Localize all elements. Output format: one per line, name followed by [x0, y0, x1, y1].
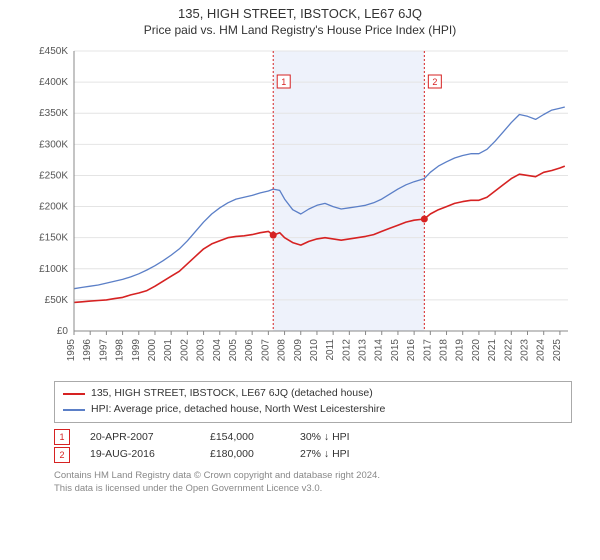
svg-text:2015: 2015 [390, 339, 401, 362]
svg-text:2006: 2006 [244, 339, 255, 362]
svg-text:£450K: £450K [39, 46, 68, 57]
svg-text:2001: 2001 [163, 339, 174, 362]
price-chart: £0 £50K £100K £150K £200K £250K £300K £350K £400… [20, 43, 580, 373]
svg-text:2017: 2017 [422, 339, 433, 362]
sale-date: 20-APR-2007 [90, 429, 190, 447]
sale-price: £154,000 [210, 429, 280, 447]
sale-diff: 27% ↓ HPI [300, 446, 380, 464]
sale-diff: 30% ↓ HPI [300, 429, 380, 447]
svg-text:2024: 2024 [536, 339, 547, 362]
chart-subtitle: Price paid vs. HM Land Registry's House … [0, 23, 600, 37]
svg-text:1: 1 [281, 77, 286, 87]
svg-text:£0: £0 [57, 326, 69, 337]
svg-text:2016: 2016 [406, 339, 417, 362]
svg-text:2014: 2014 [374, 339, 385, 362]
svg-text:2012: 2012 [341, 339, 352, 362]
legend-item-hpi: HPI: Average price, detached house, Nort… [63, 402, 563, 418]
svg-text:2007: 2007 [260, 339, 271, 362]
svg-text:1998: 1998 [115, 339, 126, 362]
svg-text:2019: 2019 [455, 339, 466, 362]
svg-text:2023: 2023 [520, 339, 531, 362]
legend-swatch-hpi [63, 409, 85, 411]
svg-text:2011: 2011 [325, 339, 336, 361]
svg-text:£350K: £350K [39, 108, 68, 119]
svg-text:2022: 2022 [503, 339, 514, 362]
svg-text:2025: 2025 [552, 339, 563, 362]
svg-text:1995: 1995 [66, 339, 77, 362]
sale-price: £180,000 [210, 446, 280, 464]
svg-text:2020: 2020 [471, 339, 482, 362]
sales-row: 1 20-APR-2007 £154,000 30% ↓ HPI [54, 429, 572, 447]
svg-text:2000: 2000 [147, 339, 158, 362]
svg-text:2004: 2004 [212, 339, 223, 362]
svg-text:1999: 1999 [131, 339, 142, 362]
footer-attribution: Contains HM Land Registry data © Crown c… [54, 470, 572, 495]
svg-text:2003: 2003 [196, 339, 207, 362]
svg-text:2021: 2021 [487, 339, 498, 362]
chart-container: 135, HIGH STREET, IBSTOCK, LE67 6JQ Pric… [0, 0, 600, 560]
sales-table: 1 20-APR-2007 £154,000 30% ↓ HPI 2 19-AU… [54, 429, 572, 465]
svg-text:2013: 2013 [358, 339, 369, 362]
chart-title: 135, HIGH STREET, IBSTOCK, LE67 6JQ [0, 6, 600, 21]
svg-text:£150K: £150K [39, 233, 68, 244]
sale-marker-2: 2 [54, 447, 70, 463]
sale-date: 19-AUG-2016 [90, 446, 190, 464]
svg-text:2005: 2005 [228, 339, 239, 362]
svg-text:£400K: £400K [39, 77, 68, 88]
sales-row: 2 19-AUG-2016 £180,000 27% ↓ HPI [54, 446, 572, 464]
svg-text:2010: 2010 [309, 339, 320, 362]
svg-text:£200K: £200K [39, 202, 68, 213]
legend: 135, HIGH STREET, IBSTOCK, LE67 6JQ (det… [54, 381, 572, 423]
svg-text:2: 2 [432, 77, 437, 87]
svg-text:1997: 1997 [98, 339, 109, 362]
svg-text:2008: 2008 [277, 339, 288, 362]
legend-item-property: 135, HIGH STREET, IBSTOCK, LE67 6JQ (det… [63, 386, 563, 402]
legend-swatch-property [63, 393, 85, 395]
legend-label-hpi: HPI: Average price, detached house, Nort… [91, 402, 385, 418]
svg-text:£300K: £300K [39, 139, 68, 150]
svg-text:2002: 2002 [179, 339, 190, 362]
svg-text:1996: 1996 [82, 339, 93, 362]
sale-marker-1: 1 [54, 429, 70, 445]
svg-text:£50K: £50K [45, 295, 69, 306]
svg-text:£250K: £250K [39, 170, 68, 181]
legend-label-property: 135, HIGH STREET, IBSTOCK, LE67 6JQ (det… [91, 386, 373, 402]
svg-text:£100K: £100K [39, 264, 68, 275]
svg-text:2018: 2018 [439, 339, 450, 362]
svg-text:2009: 2009 [293, 339, 304, 362]
